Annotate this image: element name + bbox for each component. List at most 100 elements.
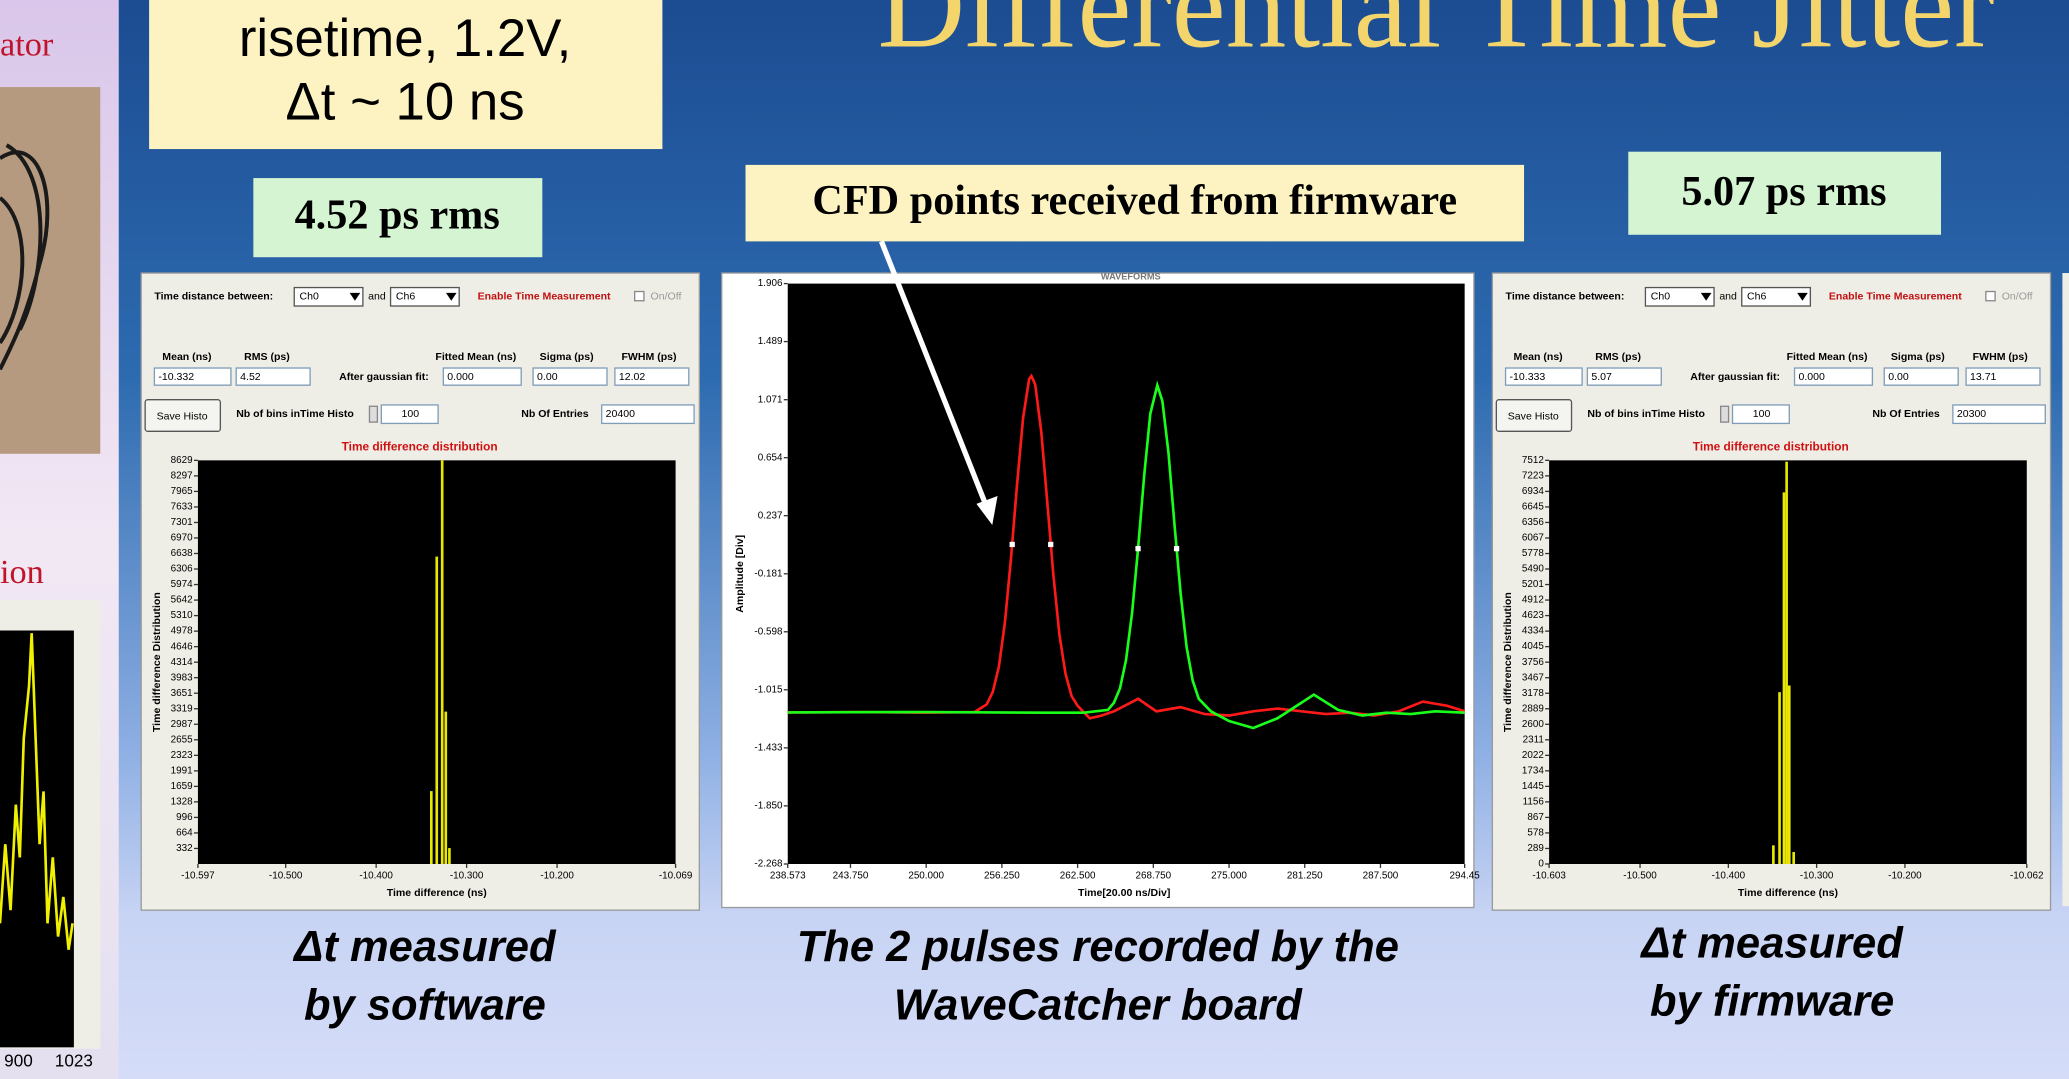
column-header: FWHM (ps) [621, 351, 676, 363]
caption: Δt measured [292, 923, 557, 971]
dropdown-value: Ch0 [300, 291, 319, 303]
callout-text: 5.07 ps rms [1681, 168, 1886, 215]
y-tick-label: 7512 [1522, 455, 1544, 466]
y-tick-label: 4912 [1522, 595, 1544, 606]
y-tick-label: 4623 [1522, 610, 1544, 621]
label: After gaussian fit: [339, 371, 429, 383]
y-tick-label: 4334 [1522, 626, 1544, 637]
callout-text: CFD points received from firmware [812, 177, 1457, 224]
spinner [1721, 406, 1729, 422]
y-tick-label: 7301 [171, 517, 193, 528]
y-tick-label: 3319 [171, 703, 193, 714]
y-tick-label: 5201 [1522, 579, 1544, 590]
y-tick-label: 6306 [171, 564, 193, 575]
label: Nb Of Entries [1872, 408, 1940, 420]
y-tick-label: 0.237 [758, 510, 783, 521]
caption: Δt measured [1639, 919, 1904, 967]
y-tick-label: 5974 [171, 579, 193, 590]
y-tick-label: -0.181 [754, 568, 783, 579]
panel-edge [2062, 273, 2069, 906]
field-value: 100 [1753, 408, 1771, 420]
field-value: 20400 [606, 408, 635, 420]
label: Enable Time Measurement [1829, 291, 1962, 303]
y-tick-label: 2311 [1523, 734, 1545, 745]
histogram-bar [430, 791, 433, 864]
field-value: 13.71 [1970, 371, 1997, 383]
label: and [368, 291, 386, 303]
x-tick-label: -10.200 [540, 870, 574, 881]
y-tick-label: 2655 [171, 734, 193, 745]
x-tick-label: -10.200 [1888, 870, 1922, 881]
y-axis-label: Time difference Distribution [151, 592, 163, 732]
y-tick-label: 1328 [171, 796, 193, 807]
y-tick-label: 0 [1538, 859, 1544, 870]
column-header: Sigma (ps) [540, 351, 594, 363]
y-tick-label: 1991 [171, 765, 193, 776]
y-tick-label: -1.850 [754, 800, 783, 811]
y-tick-label: 7965 [171, 486, 193, 497]
x-axis-label: Time[20.00 ns/Div] [1078, 887, 1170, 899]
field-value: 20300 [1957, 408, 1986, 420]
column-header: Mean (ns) [162, 351, 211, 363]
y-tick-label: 1.489 [758, 336, 783, 347]
label: After gaussian fit: [1690, 371, 1780, 383]
column-header: RMS (ps) [244, 351, 290, 363]
label: Time distance between: [1506, 291, 1625, 303]
checkbox[interactable] [1986, 292, 1995, 301]
column-header: Fitted Mean (ns) [435, 351, 516, 363]
y-tick-label: 1659 [171, 781, 193, 792]
y-tick-label: 5778 [1522, 548, 1544, 559]
waveform-panel: WAVEFORMS1.9061.4891.0710.6540.237-0.181… [722, 271, 1480, 907]
x-axis-label: Time difference (ns) [1738, 887, 1838, 899]
x-tick-label: -10.603 [1532, 870, 1566, 881]
y-tick-label: 8629 [171, 455, 193, 466]
slide-title: Differential Time Jitter [877, 0, 1994, 73]
plot-area [788, 284, 1465, 864]
histogram-bar [1783, 492, 1786, 864]
x-tick-label: -10.300 [450, 870, 484, 881]
field-value: 100 [402, 408, 420, 420]
cfd-point [1048, 542, 1053, 547]
x-tick-label: -10.062 [2010, 870, 2044, 881]
callout-text: 4.52 ps rms [295, 192, 500, 239]
x-tick-label: -10.400 [1712, 870, 1746, 881]
histogram-bar [444, 712, 447, 864]
chart-title: Time difference distribution [342, 439, 498, 453]
x-axis-label: Time difference (ns) [387, 887, 487, 899]
setup-line: Δt ~ 10 ns [286, 72, 525, 131]
column-header: Sigma (ps) [1891, 351, 1945, 363]
y-tick-label: 2987 [171, 719, 193, 730]
y-tick-label: 5490 [1522, 564, 1544, 575]
y-tick-label: -1.433 [754, 742, 783, 753]
y-tick-label: 1734 [1522, 765, 1544, 776]
y-tick-label: 8297 [171, 470, 193, 481]
label: Nb Of Entries [521, 408, 589, 420]
y-tick-label: 3651 [171, 688, 193, 699]
fragment-tick: 900 [4, 1050, 33, 1070]
checkbox[interactable] [635, 292, 644, 301]
histogram-bar [441, 460, 444, 864]
column-header: Mean (ns) [1513, 351, 1562, 363]
y-tick-label: 578 [1527, 828, 1544, 839]
dropdown-value: Ch6 [396, 291, 415, 303]
dropdown-value: Ch6 [1747, 291, 1766, 303]
label: On/Off [2002, 291, 2033, 303]
chart-title: WAVEFORMS [1101, 271, 1161, 281]
caption: The 2 pulses recorded by the [797, 923, 1399, 971]
y-tick-label: -2.268 [754, 859, 783, 870]
y-tick-label: 1.071 [758, 394, 783, 405]
column-header: FWHM (ps) [1973, 351, 2028, 363]
label: Time distance between: [154, 291, 273, 303]
y-tick-label: 3467 [1522, 672, 1544, 683]
y-tick-label: 1156 [1523, 796, 1545, 807]
y-tick-label: 6067 [1522, 533, 1544, 544]
label: Nb of bins inTime Histo [1587, 408, 1705, 420]
y-axis-label: Amplitude [Div] [734, 535, 746, 613]
y-tick-label: -0.598 [754, 626, 783, 637]
histogram-bar [1778, 692, 1781, 864]
x-tick-label: -10.069 [659, 870, 693, 881]
x-tick-label: 268.750 [1135, 870, 1171, 881]
x-tick-label: 294.45 [1450, 870, 1481, 881]
field-value: 4.52 [240, 371, 261, 383]
